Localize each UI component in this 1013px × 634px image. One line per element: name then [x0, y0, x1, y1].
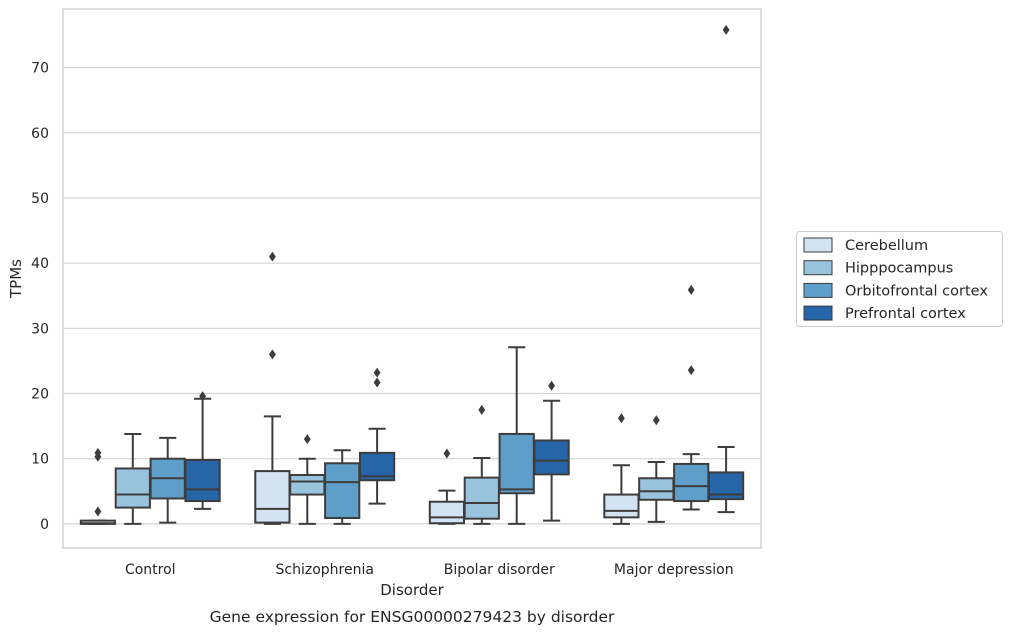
outlier-point — [687, 284, 695, 295]
box — [463, 476, 500, 520]
y-tick-label: 20 — [31, 387, 49, 403]
outlier-point — [618, 413, 625, 424]
y-tick-label: 60 — [31, 126, 49, 142]
y-tick-label: 70 — [31, 61, 49, 77]
box-group — [673, 284, 710, 511]
box-plots — [79, 24, 745, 525]
outlier-point — [478, 404, 486, 415]
y-tick-label: 40 — [31, 256, 49, 272]
outlier-point — [687, 365, 695, 376]
x-axis-label: Disorder — [380, 581, 444, 599]
y-tick-label: 30 — [31, 321, 49, 337]
y-tick-labels: 0 10 20 30 40 50 60 70 — [31, 61, 49, 533]
box-group — [533, 380, 570, 522]
outlier-point — [303, 434, 311, 445]
box-group — [603, 413, 640, 525]
box-group — [149, 436, 186, 524]
box-group — [254, 251, 291, 525]
box — [254, 470, 291, 524]
legend-swatch — [803, 237, 833, 253]
box-group — [184, 391, 221, 510]
y-tick-label: 10 — [31, 452, 49, 468]
box — [498, 432, 535, 495]
box — [289, 474, 326, 496]
box — [673, 462, 710, 503]
outlier-point — [199, 391, 206, 402]
outlier-point — [94, 506, 102, 517]
x-tick-label: Major depression — [614, 562, 734, 578]
box — [603, 493, 640, 519]
legend-swatch — [803, 282, 833, 298]
outlier-point — [269, 251, 276, 262]
legend-swatch — [803, 260, 833, 276]
x-tick-label: Bipolar disorder — [444, 562, 555, 578]
y-tick-label: 50 — [31, 191, 49, 207]
box-group — [498, 346, 535, 525]
box-group — [707, 24, 745, 514]
legend-label: Cerebellum — [845, 238, 928, 254]
chart-title: Gene expression for ENSG00000279423 by d… — [210, 608, 615, 626]
box — [324, 462, 361, 520]
y-tick-label: 0 — [40, 517, 49, 533]
legend: Cerebellum Hipppocampus Orbitofrontal cort… — [796, 231, 1003, 327]
box — [428, 500, 466, 525]
box — [533, 439, 570, 476]
outlier-point — [373, 367, 381, 378]
box — [638, 477, 675, 501]
box — [114, 467, 151, 509]
box-group — [463, 404, 500, 525]
x-tick-labels: Control Schizophrenia Bipolar disorder Majo… — [125, 562, 734, 578]
outlier-point — [652, 415, 660, 426]
outlier-point — [548, 380, 555, 391]
box-group — [358, 367, 396, 505]
legend-swatch — [803, 305, 833, 321]
legend-frame — [796, 231, 1003, 327]
box-group — [289, 434, 326, 525]
box-group — [638, 415, 675, 523]
x-tick-label: Control — [125, 562, 176, 578]
outlier-point — [443, 448, 451, 459]
outlier-point — [269, 349, 276, 360]
outlier-point — [373, 377, 381, 388]
box-group — [79, 447, 117, 525]
x-tick-label: Schizophrenia — [276, 562, 374, 578]
box-group — [324, 449, 361, 525]
box — [184, 459, 221, 503]
box-group — [114, 432, 151, 525]
outlier-point — [94, 447, 102, 458]
legend-label: Orbitofrontal cortex — [845, 283, 988, 299]
y-axis-label: TPMs — [7, 259, 25, 299]
legend-label: Prefrontal cortex — [845, 306, 966, 322]
box-group — [428, 448, 466, 525]
legend-label: Hipppocampus — [845, 261, 953, 277]
plot-frame — [62, 8, 762, 549]
outlier-point — [722, 24, 730, 35]
